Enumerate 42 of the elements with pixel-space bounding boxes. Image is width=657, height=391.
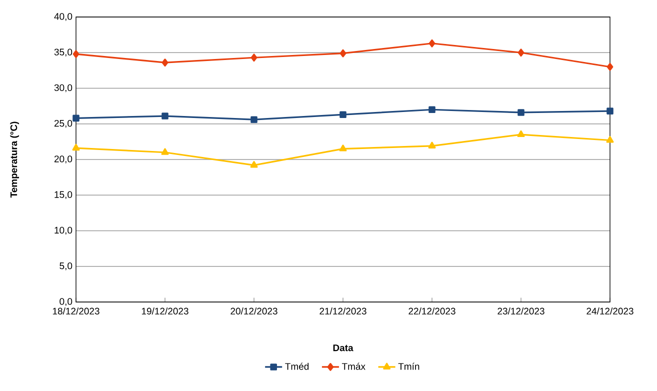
point — [606, 108, 614, 114]
y-axis-title: Temperatura (°C) — [10, 122, 20, 198]
point — [428, 39, 436, 48]
y-tick-label: 10,0 — [54, 226, 72, 235]
point — [72, 114, 80, 122]
legend-label: Tmín — [398, 362, 420, 370]
point — [72, 144, 80, 151]
legend-label: Tméd — [285, 362, 309, 370]
point — [250, 161, 258, 168]
x-tick-label: 24/12/2023 — [586, 308, 634, 314]
point — [428, 142, 436, 148]
x-tick-label: 19/12/2023 — [142, 308, 188, 314]
point — [606, 62, 614, 71]
y-tick-label: 0,0 — [60, 298, 72, 306]
point — [518, 109, 524, 116]
x-tick-label: 23/12/2023 — [498, 308, 544, 314]
point — [250, 54, 258, 62]
point — [72, 50, 80, 58]
x-tick-label: 18/12/2023 — [52, 308, 100, 314]
point — [339, 144, 347, 152]
y-tick-label: 15,0 — [54, 191, 72, 200]
point — [340, 111, 346, 118]
x-tick-label: 20/12/2023 — [230, 308, 278, 314]
point — [606, 136, 614, 143]
point — [517, 130, 525, 138]
y-tick-label: 25,0 — [54, 120, 72, 128]
y-tick-label: 5,0 — [60, 262, 72, 270]
x-tick-label: 21/12/2023 — [320, 308, 366, 314]
point — [518, 48, 524, 57]
legend-label: Tmáx — [342, 362, 366, 370]
y-tick-label: 20,0 — [54, 156, 72, 164]
x-tick-label: 22/12/2023 — [408, 308, 456, 314]
y-tick-label: 40,0 — [54, 13, 72, 21]
point — [428, 106, 436, 114]
y-tick-label: 35,0 — [54, 48, 72, 57]
point — [250, 116, 258, 123]
point — [162, 112, 168, 120]
y-tick-label: 30,0 — [54, 84, 72, 92]
x-axis-title: Data — [333, 344, 354, 352]
point — [162, 58, 168, 67]
point — [340, 49, 346, 58]
point — [161, 148, 169, 155]
